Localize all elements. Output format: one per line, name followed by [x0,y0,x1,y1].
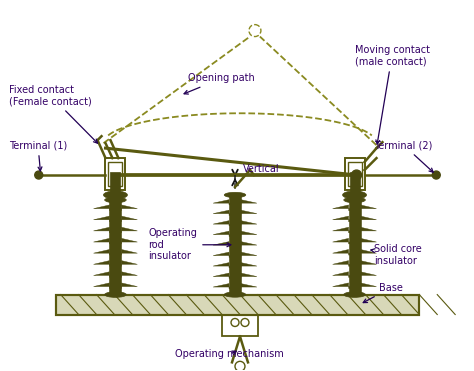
Bar [222,315,258,336]
Polygon shape [333,238,376,244]
Text: Opening path: Opening path [184,73,255,94]
Bar [55,295,419,315]
Text: Operating mechanism: Operating mechanism [175,349,284,359]
Polygon shape [213,283,257,289]
Polygon shape [333,216,376,221]
Polygon shape [333,227,376,233]
Polygon shape [213,263,257,268]
Polygon shape [333,249,376,255]
Polygon shape [93,216,137,221]
Ellipse shape [224,192,246,198]
Text: Base: Base [363,283,403,303]
Bar [110,172,120,195]
Text: Operating
rod
insulator: Operating rod insulator [148,228,231,262]
Polygon shape [213,221,257,226]
Polygon shape [93,238,137,244]
Bar [55,295,419,315]
Polygon shape [333,261,376,266]
Circle shape [352,170,362,180]
Ellipse shape [224,292,246,297]
Polygon shape [93,272,137,278]
Text: Fixed contact
(Female contact): Fixed contact (Female contact) [9,85,98,143]
Ellipse shape [343,191,366,199]
Polygon shape [93,205,137,210]
Text: Moving contact
(male contact): Moving contact (male contact) [355,45,429,144]
Ellipse shape [103,191,128,199]
Bar [229,195,241,295]
Text: Solid core
insulator: Solid core insulator [371,244,422,266]
Bar [106,158,126,190]
Polygon shape [213,242,257,247]
Bar [109,162,122,186]
Circle shape [35,171,43,179]
Text: Terminal (1): Terminal (1) [9,140,67,171]
Ellipse shape [344,197,365,203]
Bar [350,172,360,195]
Polygon shape [213,210,257,216]
Bar [348,200,361,295]
Polygon shape [333,283,376,289]
Polygon shape [213,231,257,236]
Polygon shape [333,272,376,278]
Ellipse shape [105,197,126,203]
Ellipse shape [105,292,126,298]
Ellipse shape [344,292,365,298]
Polygon shape [333,205,376,210]
Polygon shape [213,252,257,257]
Bar [109,200,121,295]
Text: Vertical: Vertical [243,164,280,174]
Polygon shape [213,273,257,278]
Bar [345,158,365,190]
Circle shape [432,171,440,179]
Polygon shape [213,200,257,205]
Bar [347,162,362,186]
Polygon shape [93,227,137,233]
Polygon shape [93,283,137,289]
Text: Terminal (2): Terminal (2) [374,140,433,172]
Polygon shape [93,249,137,255]
Polygon shape [93,261,137,266]
